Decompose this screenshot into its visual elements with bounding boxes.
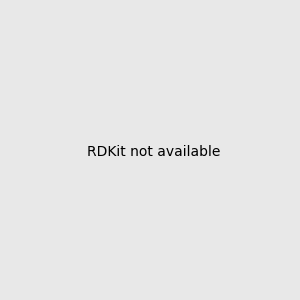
Text: RDKit not available: RDKit not available <box>87 145 220 158</box>
